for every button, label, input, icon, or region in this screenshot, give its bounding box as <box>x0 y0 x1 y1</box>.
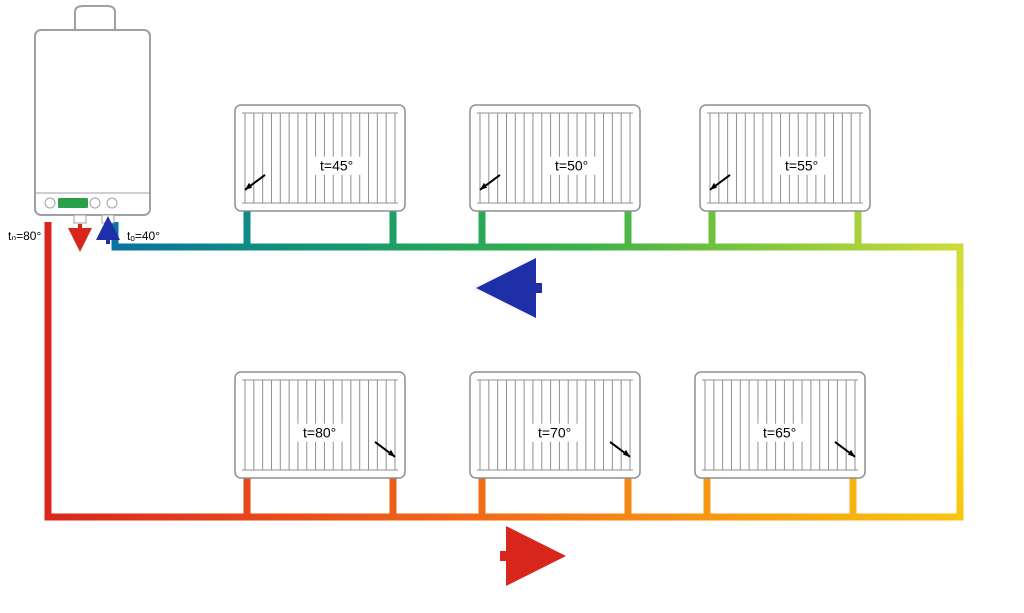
boiler-outlet-return <box>102 215 114 223</box>
label-return-temp: tₒ=40° <box>127 229 160 243</box>
radiator-r1: t=45° <box>235 105 405 211</box>
radiator-temp-r6: t=65° <box>763 425 796 441</box>
boiler-display <box>58 198 88 208</box>
pipe-return-vertical <box>112 222 119 251</box>
boiler-knob-2 <box>90 198 100 208</box>
radiator-temp-r3: t=55° <box>785 158 818 174</box>
pipe-drop <box>479 478 486 517</box>
pipe-drop <box>390 478 397 517</box>
boiler <box>35 6 150 223</box>
radiator-r6: t=65° <box>695 372 865 478</box>
pipe-drop <box>704 478 711 517</box>
pipe-right-vertical <box>957 244 964 521</box>
pipe-drop <box>479 211 486 247</box>
pipe-drop <box>625 478 632 517</box>
pipe-supply-vertical <box>45 222 52 521</box>
radiator-r4: t=80° <box>235 372 405 478</box>
pipe-drop <box>244 478 251 517</box>
pipe-supply-main <box>45 514 964 521</box>
radiator-r5: t=70° <box>470 372 640 478</box>
pipe-drop <box>625 211 632 247</box>
pipe-drop <box>850 478 857 517</box>
radiator-temp-r2: t=50° <box>555 158 588 174</box>
pipe-drop <box>244 211 251 247</box>
boiler-flue <box>75 6 115 30</box>
pipe-drop <box>855 211 862 247</box>
radiator-temp-r1: t=45° <box>320 158 353 174</box>
boiler-knob-3 <box>107 198 117 208</box>
label-supply-temp: tₙ=80° <box>8 229 41 243</box>
radiator-r2: t=50° <box>470 105 640 211</box>
pipe-drop <box>709 211 716 247</box>
pipe-drop <box>390 211 397 247</box>
radiator-r3: t=55° <box>700 105 870 211</box>
boiler-knob-1 <box>45 198 55 208</box>
pipe-return-main <box>112 244 964 251</box>
radiator-temp-r4: t=80° <box>303 425 336 441</box>
radiator-temp-r5: t=70° <box>538 425 571 441</box>
boiler-outlet-supply <box>74 215 86 223</box>
